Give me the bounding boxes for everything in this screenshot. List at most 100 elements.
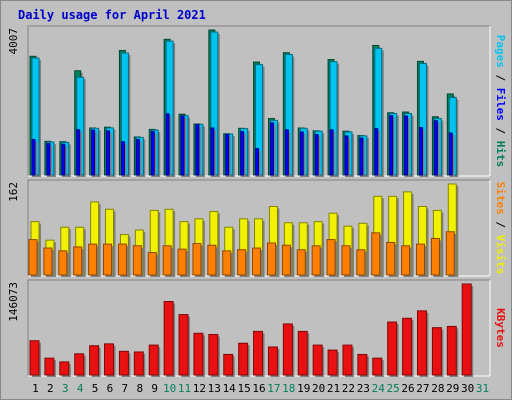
kbytes-bar-day-18: [282, 323, 293, 376]
legend-kbytes: KBytes: [494, 308, 507, 348]
legend-segment-1: /: [494, 68, 507, 88]
sites-bar-day-17: [266, 242, 276, 276]
kbytes-bar-day-9: [148, 344, 159, 376]
kbytes-bar-day-28: [431, 327, 442, 376]
files-bar-day-13: [210, 127, 215, 176]
files-bar-day-7: [120, 141, 125, 176]
day-label-13: 13: [208, 382, 221, 395]
sites-bar-day-25: [386, 241, 396, 276]
day-label-15: 15: [237, 382, 250, 395]
sites-bar-day-1: [28, 239, 38, 276]
legend-segment-0: KBytes: [494, 308, 507, 348]
day-label-16: 16: [252, 382, 265, 395]
files-bar-day-3: [61, 143, 66, 176]
sites-bar-day-14: [222, 250, 232, 276]
kbytes-bar-day-2: [44, 357, 55, 376]
sites-bar-day-4: [73, 246, 83, 276]
legend-segment-0: Sites: [494, 182, 507, 215]
kbytes-bar-day-1: [29, 340, 40, 376]
day-label-28: 28: [431, 382, 444, 395]
files-bar-day-14: [225, 133, 230, 176]
files-bar-day-18: [284, 129, 289, 176]
sites-bar-day-5: [88, 243, 98, 276]
sites-bar-day-20: [311, 245, 321, 276]
day-label-25: 25: [387, 382, 400, 395]
kbytes-bar-day-17: [267, 346, 278, 376]
sites-bar-day-2: [43, 247, 53, 276]
sites-bar-day-23: [356, 249, 366, 276]
kbytes-bar-day-30: [461, 283, 472, 376]
files-bar-day-26: [404, 115, 409, 176]
legend-visits-sites: Sites / Visits: [494, 182, 507, 275]
kbytes-bar-day-23: [357, 353, 368, 376]
kbytes-bar-day-27: [416, 310, 427, 376]
legend-segment-1: /: [494, 215, 507, 235]
files-bar-day-16: [255, 148, 260, 176]
kbytes-bar-day-7: [118, 350, 129, 376]
kbytes-bar-day-12: [193, 332, 204, 376]
day-label-3: 3: [62, 382, 69, 395]
day-label-2: 2: [47, 382, 54, 395]
day-label-23: 23: [357, 382, 370, 395]
sites-bar-day-24: [371, 232, 381, 276]
chart-title: Daily usage for April 2021: [18, 8, 206, 22]
day-label-21: 21: [327, 382, 340, 395]
kbytes-bar-day-10: [163, 300, 174, 376]
kbytes-bar-day-11: [178, 314, 189, 376]
kbytes-bar-day-26: [402, 317, 413, 376]
sites-bar-day-6: [103, 243, 113, 276]
kbytes-bar-day-24: [372, 357, 383, 376]
sites-bar-day-15: [237, 249, 247, 276]
day-label-27: 27: [416, 382, 429, 395]
sites-bar-day-28: [430, 237, 440, 276]
day-label-20: 20: [312, 382, 325, 395]
day-label-10: 10: [163, 382, 176, 395]
files-bar-day-1: [31, 139, 36, 176]
sites-bar-day-21: [326, 239, 336, 276]
files-bar-day-6: [106, 130, 111, 176]
legend-segment-3: /: [494, 121, 507, 141]
day-label-30: 30: [461, 382, 474, 395]
files-bar-day-4: [76, 129, 81, 176]
max-label-visits-sites: 162: [7, 182, 20, 202]
files-bar-day-9: [150, 131, 155, 176]
kbytes-bar-day-3: [59, 361, 70, 376]
legend-segment-2: Visits: [494, 235, 507, 275]
files-bar-day-28: [433, 120, 438, 176]
kbytes-bar-day-29: [446, 325, 457, 376]
files-bar-day-21: [329, 129, 334, 176]
day-label-26: 26: [401, 382, 414, 395]
files-bar-day-8: [135, 139, 140, 176]
files-bar-day-10: [165, 113, 170, 176]
kbytes-bar-day-5: [89, 345, 100, 376]
day-label-31: 31: [476, 382, 489, 395]
kbytes-bar-day-22: [342, 344, 353, 376]
legend-segment-4: Hits: [494, 141, 507, 168]
sites-bar-day-29: [445, 231, 455, 276]
kbytes-bar-day-19: [297, 330, 308, 376]
files-bar-day-2: [46, 143, 51, 176]
day-label-14: 14: [223, 382, 237, 395]
day-label-7: 7: [122, 382, 129, 395]
kbytes-bar-day-16: [253, 330, 264, 376]
files-bar-day-22: [344, 135, 349, 176]
kbytes-bar-day-13: [208, 334, 219, 376]
files-bar-day-25: [389, 115, 394, 176]
day-label-22: 22: [342, 382, 355, 395]
files-bar-day-19: [299, 131, 304, 176]
day-label-24: 24: [372, 382, 386, 395]
sites-bar-day-8: [132, 245, 142, 276]
day-label-11: 11: [178, 382, 191, 395]
files-bar-day-5: [91, 129, 96, 176]
legend-segment-2: Files: [494, 88, 507, 121]
files-bar-day-27: [418, 127, 423, 176]
day-label-17: 17: [267, 382, 280, 395]
max-label-hits-files-pages: 4007: [7, 28, 20, 55]
kbytes-bar-day-8: [133, 351, 144, 376]
sites-bar-day-12: [192, 243, 202, 276]
day-label-5: 5: [92, 382, 99, 395]
day-label-19: 19: [297, 382, 310, 395]
sites-bar-day-19: [296, 249, 306, 276]
